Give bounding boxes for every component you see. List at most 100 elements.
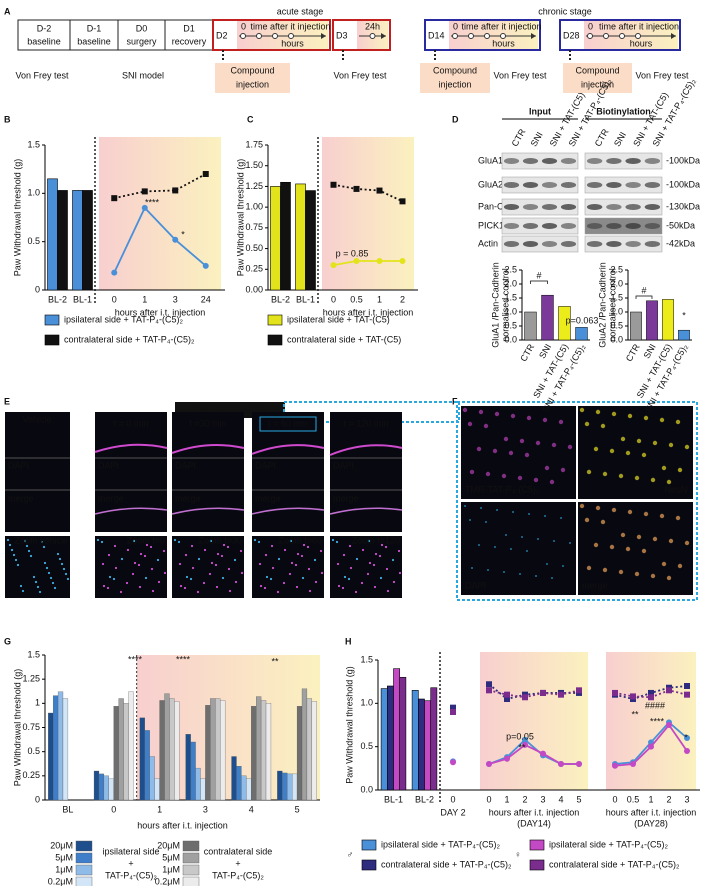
- annotation: *: [181, 229, 185, 239]
- cell: [519, 573, 521, 575]
- point: [330, 181, 337, 188]
- point: [376, 187, 383, 194]
- legend-swatch: [267, 314, 283, 326]
- y-tick-label: 2.5: [504, 264, 517, 274]
- cell: [544, 465, 550, 471]
- bar: [215, 698, 221, 801]
- nucleus: [308, 589, 312, 593]
- bar: [305, 190, 316, 291]
- cell: [666, 575, 672, 581]
- nucleus: [120, 557, 124, 561]
- nucleus: [378, 554, 382, 558]
- nucleus: [320, 571, 324, 575]
- stage-title: acute stage: [277, 6, 324, 16]
- nucleus: [173, 538, 177, 542]
- bar: [62, 698, 69, 801]
- time-unit: hours: [630, 38, 653, 48]
- y-tick-label: 0.75: [245, 222, 263, 232]
- cell: [618, 569, 624, 575]
- cell: [480, 507, 482, 509]
- nucleus: [331, 538, 335, 542]
- y-tick-label: 0.75: [22, 722, 40, 732]
- cell: [602, 471, 608, 477]
- nucleus: [14, 558, 18, 562]
- nucleus: [32, 575, 36, 579]
- nucleus: [263, 586, 267, 590]
- nucleus: [386, 589, 390, 593]
- day-label: D0: [136, 23, 148, 33]
- tissue-edge: [171, 507, 245, 515]
- image-panel: [95, 412, 167, 532]
- nucleus: [196, 590, 200, 594]
- stage-shade: [449, 21, 538, 49]
- x-tick-label: 3: [173, 294, 178, 304]
- day-box: [117, 19, 166, 51]
- test-label: Von Frey test: [15, 70, 69, 80]
- x-tick-label: 24: [201, 294, 211, 304]
- cell: [553, 540, 555, 542]
- cell: [496, 509, 498, 511]
- nucleus: [190, 544, 194, 548]
- injection-box: [563, 63, 632, 93]
- nucleus: [233, 558, 237, 562]
- legend-swatch: [361, 839, 377, 851]
- legend-group-label: TAT-P₄-(C5)₂: [212, 870, 264, 880]
- nucleus: [42, 545, 46, 549]
- x-tick-label: 0: [612, 794, 617, 804]
- nucleus: [343, 575, 347, 579]
- legend-label: ipsilateral side + TAT-(C5): [287, 314, 390, 324]
- zoom-label: Zoom vehicle: [14, 535, 68, 545]
- nucleus: [138, 585, 142, 589]
- nucleus: [337, 584, 341, 588]
- channel-label: NeuN: [664, 484, 687, 494]
- cell: [611, 507, 617, 513]
- time-dot: [288, 33, 294, 39]
- bar: [236, 766, 242, 801]
- nucleus: [253, 538, 257, 542]
- nucleus: [302, 543, 306, 547]
- cell: [551, 442, 557, 448]
- zoom-label: Zoom t=120: [352, 535, 400, 545]
- nucleus: [270, 544, 274, 548]
- cell: [579, 407, 585, 413]
- x-axis-label: hours after i.t. injection: [606, 807, 697, 817]
- annotation: ****: [176, 654, 191, 664]
- nucleus: [227, 567, 231, 571]
- bar: [174, 701, 180, 801]
- blot-strip: [501, 217, 579, 235]
- x-tick-label: 3: [684, 794, 689, 804]
- cell: [684, 540, 690, 546]
- nucleus: [36, 585, 40, 589]
- y-axis-label: GluA2 /Pan-Cadherin: [597, 262, 607, 348]
- nucleus: [16, 563, 20, 567]
- time-unit: hours: [281, 38, 304, 48]
- time-label: t = 120 min: [344, 418, 389, 428]
- nucleus: [145, 543, 149, 547]
- time-zero: 0: [453, 21, 458, 31]
- nucleus: [283, 548, 287, 552]
- nucleus: [102, 584, 106, 588]
- cell: [560, 517, 562, 519]
- zoom-label: Zoom t=30: [199, 535, 242, 545]
- x-tick-label: BL-2: [48, 294, 67, 304]
- y-tick-label: 1.5: [27, 649, 40, 659]
- cell: [600, 519, 606, 525]
- series-line: [114, 173, 207, 200]
- stage-shade: [584, 21, 678, 49]
- x-axis-label: (DAY14): [517, 818, 551, 828]
- nucleus: [306, 545, 310, 549]
- cell: [634, 571, 640, 577]
- x-tick-label: 4: [558, 794, 563, 804]
- panel-label: G: [4, 636, 11, 646]
- blot-band: [503, 204, 520, 210]
- nucleus: [21, 589, 25, 593]
- nucleus: [106, 586, 110, 590]
- cell: [675, 419, 681, 425]
- bar: [246, 778, 252, 801]
- nucleus: [137, 563, 141, 567]
- bar: [220, 700, 226, 801]
- nucleus: [342, 553, 346, 557]
- blot-band: [625, 241, 641, 247]
- blot-band: [560, 204, 577, 210]
- x-tick-label: 0: [112, 294, 117, 304]
